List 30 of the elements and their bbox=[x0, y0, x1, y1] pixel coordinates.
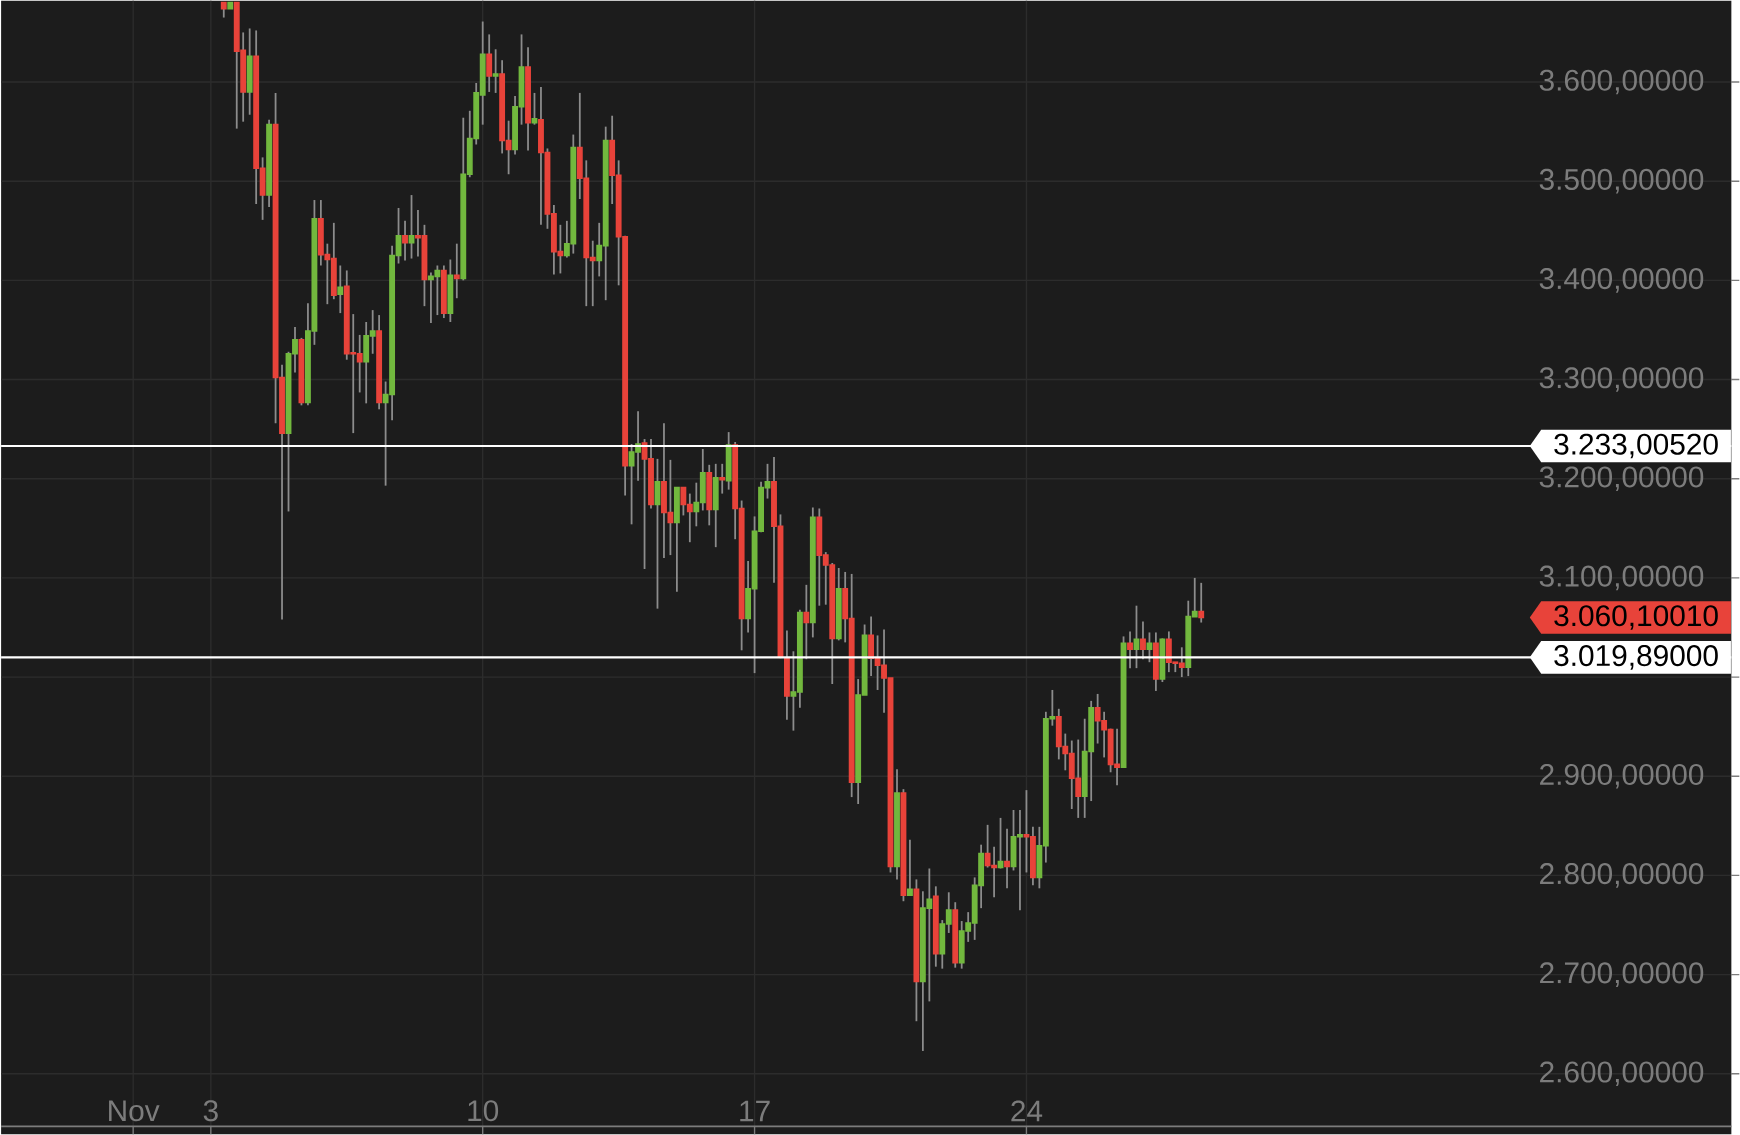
y-tick-label: 2.700,00000 bbox=[1540, 962, 1704, 987]
ref-line-label: 3.019,89000 bbox=[1554, 645, 1718, 670]
candlestick bbox=[1198, 581, 1205, 624]
y-tick-label: 3.100,00000 bbox=[1539, 565, 1704, 591]
candlestick bbox=[1004, 827, 1010, 890]
candlestick bbox=[719, 462, 726, 495]
candlestick bbox=[486, 33, 493, 93]
annotation: 3.060,10010 bbox=[1554, 605, 1718, 630]
y-tick-label: 3.400,00000 bbox=[1539, 268, 1704, 293]
ref-line-label: 3.233,00520 bbox=[1554, 433, 1718, 459]
y-tick-label: 3.300,00000 bbox=[1539, 367, 1704, 392]
x-tick-label: 10 bbox=[468, 1100, 499, 1122]
y-tick-label: 2.600,00000 bbox=[1540, 1061, 1704, 1087]
y-tick-label: 3.500,00000 bbox=[1539, 168, 1704, 194]
candlestick bbox=[1140, 620, 1146, 661]
y-tick-label: 3.200,00000 bbox=[1539, 466, 1704, 492]
x-tick-label: 3 bbox=[203, 1100, 218, 1122]
x-tick-label: Nov bbox=[109, 1100, 160, 1122]
candlestick bbox=[803, 583, 810, 661]
x-tick-label: 24 bbox=[1011, 1100, 1043, 1122]
candlestick bbox=[402, 219, 408, 262]
candlestick bbox=[337, 264, 344, 314]
candlestick bbox=[1127, 630, 1133, 670]
candlestick bbox=[492, 48, 499, 94]
candlestick bbox=[453, 242, 460, 300]
y-tick-label: 3.600,00000 bbox=[1539, 69, 1704, 95]
y-tick-label: 2.900,00000 bbox=[1540, 763, 1704, 789]
x-tick-label: 17 bbox=[740, 1100, 770, 1122]
y-tick-label: 2.800,00000 bbox=[1540, 863, 1704, 888]
candlestick bbox=[906, 838, 913, 897]
